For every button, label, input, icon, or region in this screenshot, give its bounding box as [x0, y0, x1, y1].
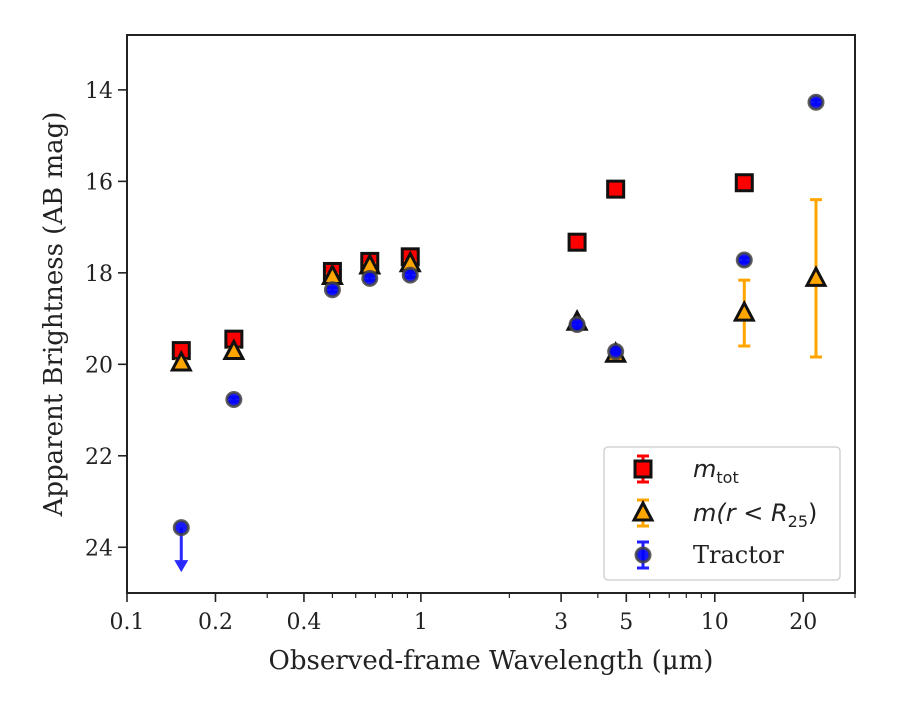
legend-box: [603, 446, 841, 581]
plot-marks: [169, 93, 828, 573]
y-tick-label: 24: [85, 536, 113, 561]
data-point-mtot: [606, 179, 626, 199]
x-tick-label: 10: [701, 610, 729, 635]
legend-label-mtot: mtot: [693, 455, 739, 487]
y-axis-title: Apparent Brightness (AB mag): [39, 112, 69, 518]
data-point-tractor: [807, 93, 825, 111]
data-point-tractor: [361, 269, 379, 287]
data-point-mR25: [732, 299, 756, 322]
data-point-mR25: [222, 338, 246, 361]
x-axis-title: Observed-frame Wavelength (μm): [269, 646, 714, 676]
data-point-mtot: [567, 232, 587, 252]
data-point-tractor: [607, 343, 625, 361]
y-tick-label: 14: [85, 79, 113, 104]
data-point-tractor: [323, 281, 341, 299]
legend-label-tractor: Tractor: [693, 541, 784, 569]
data-point-tractor: [568, 316, 586, 334]
x-tick-label: 0.2: [198, 610, 233, 635]
legend-marker-mtot: [633, 459, 653, 479]
legend-marker-tractor: [634, 546, 652, 564]
data-point-mR25: [169, 349, 193, 372]
data-point-mtot: [734, 173, 754, 193]
series-tractor: [172, 93, 825, 573]
x-tick-label: 3: [554, 610, 568, 635]
y-tick-label: 18: [85, 262, 113, 287]
y-tick-label: 16: [85, 170, 113, 195]
data-point-mR25: [804, 265, 828, 287]
x-tick-label: 20: [789, 610, 817, 635]
data-point-tractor: [735, 251, 753, 269]
legend-label-mR25: m(r < R25): [693, 499, 817, 531]
x-tick-label: 0.4: [286, 610, 321, 635]
x-tick-label: 0.1: [110, 610, 145, 635]
y-tick-label: 22: [85, 445, 113, 470]
data-point-tractor: [172, 519, 190, 537]
upper-limit-arrowhead: [174, 560, 189, 573]
legend: mtot m(r < R25) Tractor: [603, 446, 841, 581]
x-tick-label: 5: [619, 610, 633, 635]
x-tick-label: 1: [414, 610, 428, 635]
y-tick-label: 20: [85, 353, 113, 378]
data-point-tractor: [401, 266, 419, 284]
legend-marker-mR25: [631, 499, 655, 522]
data-point-tractor: [225, 391, 243, 409]
axis-ticks: 0.1 0.2 0.4 1 3 5 10 20 14 16 18 20 22 24: [85, 79, 856, 635]
plot-frame: [126, 34, 856, 594]
